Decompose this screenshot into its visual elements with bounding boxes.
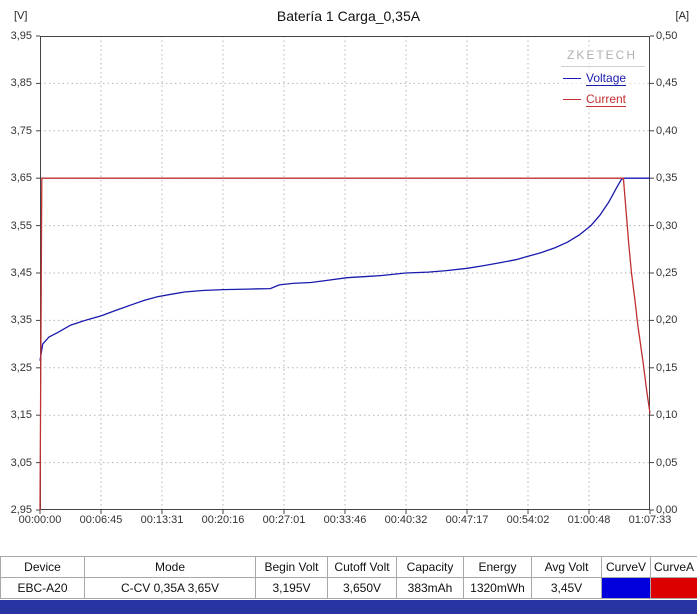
- x-axis: 00:00:00 00:06:45 00:13:31 00:20:16 00:27:01…: [19, 514, 672, 530]
- voltage-curve: [39, 177, 650, 361]
- left-labels-tick-label: 3,75: [10, 124, 32, 137]
- legend-item-voltage: Voltage: [561, 67, 645, 88]
- legend-item-current: Current: [561, 88, 645, 109]
- cell-energy: 1320mWh: [463, 577, 532, 599]
- x-labels-tick-label: 00:13:31: [140, 514, 184, 526]
- x-labels-tick-label: 01:07:33: [628, 514, 672, 526]
- right-labels-tick-label: 0,45: [656, 77, 678, 90]
- legend-label-voltage: Voltage: [586, 71, 627, 86]
- chart-canvas: [36, 35, 654, 514]
- cell-capacity: 383mAh: [396, 577, 464, 599]
- selected-empty-row-strip[interactable]: [0, 600, 697, 614]
- cell-device: EBC-A20: [0, 577, 85, 599]
- right-labels-tick-label: 0,35: [656, 172, 678, 185]
- col-header-curvev: CurveV: [601, 556, 651, 578]
- right-labels-tick-label: 0,25: [656, 267, 678, 279]
- x-labels-tick-label: 01:00:48: [567, 514, 611, 526]
- col-header-cutoff-volt: Cutoff Volt: [327, 556, 397, 578]
- x-labels-tick-label: 00:40:32: [384, 514, 428, 526]
- col-header-device: Device: [0, 556, 85, 578]
- left-labels-tick-label: 3,95: [10, 30, 32, 42]
- x-labels-tick-label: 00:20:16: [201, 514, 245, 526]
- right-labels-tick-label: 0,30: [656, 219, 678, 232]
- col-header-capacity: Capacity: [396, 556, 464, 578]
- curve-v-color-swatch[interactable]: [601, 577, 651, 599]
- results-header-row: Device Mode Begin Volt Cutoff Volt Capac…: [0, 556, 697, 578]
- col-header-curvea: CurveA: [650, 556, 697, 578]
- right-labels-tick-label: 0,20: [656, 314, 678, 327]
- chart-legend: ZKETECH Voltage Current: [561, 46, 645, 109]
- right-labels-tick-label: 0,10: [656, 409, 678, 422]
- col-header-mode: Mode: [84, 556, 256, 578]
- left-labels-tick-label: 2,95: [10, 504, 32, 516]
- x-labels-tick-label: 00:54:02: [506, 514, 550, 526]
- x-labels-tick-label: 00:06:45: [79, 514, 123, 526]
- x-labels-tick-label: 00:47:17: [445, 514, 489, 526]
- cell-cutoff-volt: 3,650V: [327, 577, 397, 599]
- zketech-watermark: ZKETECH: [561, 46, 645, 67]
- legend-label-current: Current: [586, 92, 627, 107]
- left-labels-tick-label: 3,55: [10, 219, 32, 232]
- x-labels-tick-label: 00:27:01: [262, 514, 306, 526]
- right-labels-tick-label: 0,15: [656, 361, 678, 374]
- x-labels-tick-label: 00:33:46: [323, 514, 367, 526]
- results-data-row[interactable]: EBC-A20 C-CV 0,35A 3,65V 3,195V 3,650V 3…: [0, 577, 697, 599]
- current-line-swatch: [563, 99, 581, 100]
- chart-title: Batería 1 Carga_0,35A: [276, 8, 421, 24]
- left-axis-unit-label: [V]: [14, 10, 28, 22]
- y-left-axis: 3,95 3,85 3,75 3,65 3,55 3,45 3,35 3,25 3,15 3,05…: [0, 30, 36, 516]
- left-labels-tick-label: 3,15: [10, 409, 32, 422]
- left-labels-tick-label: 3,05: [10, 456, 32, 469]
- y-right-axis: 0,50 0,45 0,40 0,35 0,30 0,25 0,20 0,15 0,10 0,05…: [654, 30, 694, 516]
- voltage-line-swatch: [563, 78, 581, 79]
- col-header-energy: Energy: [463, 556, 532, 578]
- right-labels-tick-label: 0,05: [656, 456, 678, 469]
- right-labels-tick-label: 0,50: [656, 30, 678, 42]
- left-labels-tick-label: 3,85: [10, 77, 32, 90]
- left-labels-tick-label: 3,25: [10, 361, 32, 374]
- x-labels-tick-label: 00:00:00: [18, 514, 62, 526]
- curve-a-color-swatch[interactable]: [650, 577, 697, 599]
- cell-avg-volt: 3,45V: [531, 577, 602, 599]
- left-labels-tick-label: 3,45: [10, 267, 32, 279]
- col-header-begin-volt: Begin Volt: [255, 556, 328, 578]
- left-labels-tick-label: 3,65: [10, 172, 32, 185]
- cell-begin-volt: 3,195V: [255, 577, 328, 599]
- right-labels-tick-label: 0,00: [656, 504, 678, 516]
- right-axis-unit-label: [A]: [675, 10, 689, 22]
- current-curve: [39, 177, 651, 511]
- right-labels-tick-label: 0,40: [656, 124, 678, 137]
- results-table: Device Mode Begin Volt Cutoff Volt Capac…: [0, 556, 697, 599]
- chart-plot-area: ZKETECH Voltage Current: [36, 35, 654, 514]
- col-header-avg-volt: Avg Volt: [531, 556, 602, 578]
- cell-mode: C-CV 0,35A 3,65V: [84, 577, 256, 599]
- left-labels-tick-label: 3,35: [10, 314, 32, 327]
